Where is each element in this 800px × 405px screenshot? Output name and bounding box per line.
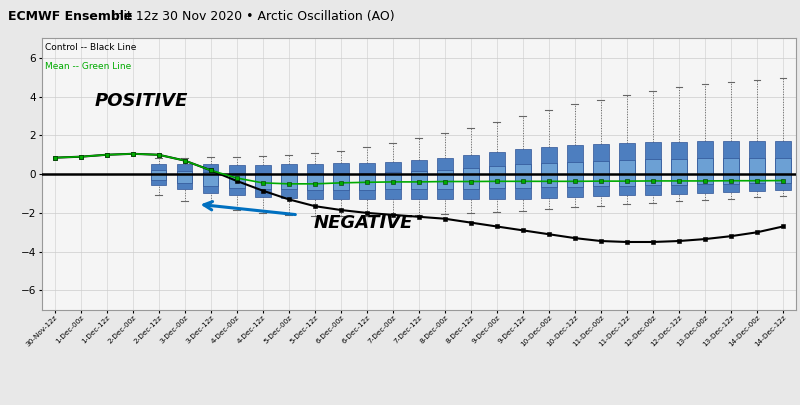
Bar: [567, 145, 582, 197]
Bar: [593, 144, 609, 196]
Bar: [333, 164, 349, 199]
Bar: [515, 149, 530, 199]
Bar: [229, 165, 245, 196]
Bar: [411, 160, 426, 199]
Bar: [437, 170, 453, 189]
Bar: [385, 172, 401, 189]
Bar: [359, 173, 374, 190]
Bar: [723, 158, 738, 184]
Bar: [359, 162, 374, 199]
Bar: [333, 173, 349, 190]
Text: Init 12z 30 Nov 2020 • Arctic Oscillation (AO): Init 12z 30 Nov 2020 • Arctic Oscillatio…: [108, 10, 394, 23]
Bar: [281, 173, 297, 189]
Bar: [645, 142, 661, 194]
Text: ECMWF Ensemble: ECMWF Ensemble: [8, 10, 132, 23]
Bar: [749, 158, 765, 183]
Bar: [593, 160, 609, 186]
Bar: [437, 158, 453, 199]
Bar: [307, 164, 322, 199]
Bar: [619, 143, 634, 196]
Bar: [541, 147, 557, 198]
Bar: [775, 158, 790, 183]
Bar: [203, 172, 218, 186]
Bar: [255, 165, 270, 197]
Text: NEGATIVE: NEGATIVE: [313, 214, 413, 232]
Bar: [255, 173, 270, 189]
Bar: [463, 155, 478, 199]
Bar: [697, 158, 713, 184]
Text: POSITIVE: POSITIVE: [94, 92, 188, 110]
Bar: [281, 164, 297, 198]
Bar: [749, 141, 765, 191]
Bar: [775, 141, 790, 190]
Bar: [645, 159, 661, 185]
Bar: [229, 173, 245, 188]
Bar: [541, 163, 557, 188]
Bar: [515, 164, 530, 188]
Bar: [619, 160, 634, 186]
Bar: [385, 162, 401, 199]
Bar: [177, 171, 193, 183]
Bar: [671, 142, 686, 194]
Text: Mean -- Green Line: Mean -- Green Line: [46, 62, 132, 70]
Bar: [307, 173, 322, 190]
Bar: [151, 164, 166, 185]
Bar: [203, 164, 218, 192]
Bar: [567, 162, 582, 187]
Bar: [463, 168, 478, 189]
Bar: [671, 159, 686, 185]
Bar: [151, 170, 166, 180]
Bar: [489, 166, 505, 188]
Bar: [411, 171, 426, 189]
Bar: [723, 141, 738, 192]
Bar: [489, 152, 505, 199]
Bar: [697, 141, 713, 192]
Text: Control -- Black Line: Control -- Black Line: [46, 43, 137, 51]
Bar: [177, 164, 193, 189]
